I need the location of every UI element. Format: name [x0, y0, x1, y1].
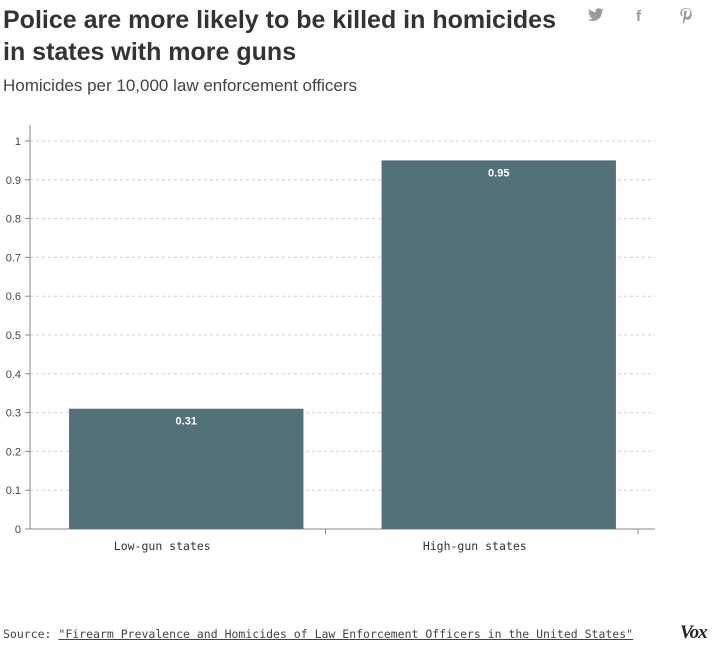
x-tick-label: High-gun states — [423, 539, 527, 553]
x-axis-ticks: Low-gun states High-gun states — [114, 529, 639, 553]
y-tick-label: 0.5 — [6, 330, 21, 342]
y-tick-label: 1 — [15, 136, 21, 148]
bar-value-label: 0.95 — [488, 167, 509, 179]
vox-logo: Vox — [680, 622, 708, 643]
bar-chart: 0 0.1 0.2 0.3 0.4 0.5 0.6 0.7 0.8 0.9 1 0.31 0.95 L… — [6, 125, 655, 553]
y-tick-label: 0.8 — [6, 214, 21, 226]
bar-high-gun-states — [381, 160, 616, 529]
x-tick-label: Low-gun states — [114, 539, 211, 553]
y-tick-label: 0.6 — [6, 291, 21, 303]
y-tick-label: 0.1 — [6, 485, 21, 497]
y-tick-label: 0.2 — [6, 446, 21, 458]
y-axis-ticks: 0 0.1 0.2 0.3 0.4 0.5 0.6 0.7 0.8 0.9 1 — [6, 136, 30, 536]
bars: 0.31 0.95 — [69, 160, 616, 529]
source-note: Source: "Firearm Prevalence and Homicide… — [3, 627, 633, 641]
facebook-icon[interactable]: f — [636, 8, 641, 25]
chart-subtitle: Homicides per 10,000 law enforcement off… — [3, 76, 358, 95]
twitter-icon[interactable] — [588, 8, 604, 26]
y-tick-label: 0.4 — [6, 369, 21, 381]
source-label: Source: — [3, 627, 52, 641]
bar-value-label: 0.31 — [176, 416, 197, 428]
y-tick-label: 0.3 — [6, 408, 21, 420]
bar-low-gun-states — [69, 408, 304, 529]
pinterest-icon[interactable] — [680, 8, 692, 28]
y-tick-label: 0.7 — [6, 252, 21, 264]
source-link[interactable]: "Firearm Prevalence and Homicides of Law… — [58, 627, 634, 641]
gridlines — [30, 140, 655, 491]
chart-title: Police are more likely to be killed in h… — [3, 6, 556, 66]
y-tick-label: 0.9 — [6, 175, 21, 187]
y-tick-label: 0 — [15, 524, 21, 536]
